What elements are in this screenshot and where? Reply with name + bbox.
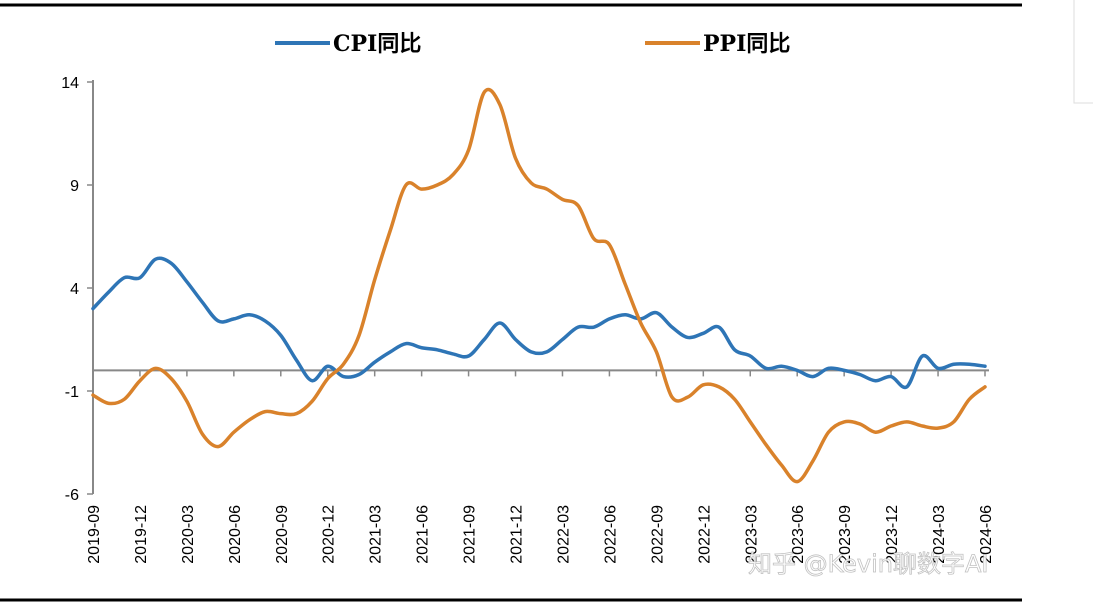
y-tick-label: 4 [70, 281, 79, 298]
legend-label-ppi: PPI同比 [703, 31, 790, 57]
x-tick-label: 2020-09 [274, 505, 291, 564]
legend-label-cpi: CPI同比 [333, 31, 421, 57]
series-lines [91, 87, 987, 484]
x-tick-label: 2023-09 [837, 505, 854, 564]
series-line-ppi [91, 87, 987, 484]
x-tick-label: 2019-12 [133, 505, 150, 564]
x-tick-label: 2021-03 [368, 505, 385, 564]
x-tick-label: 2020-12 [321, 505, 338, 564]
x-tick-label: 2022-06 [602, 505, 619, 564]
y-tick-label: 14 [61, 75, 79, 92]
x-tick-label: 2021-09 [462, 505, 479, 564]
y-tick-label: 9 [70, 178, 79, 195]
x-tick-label: 2019-09 [86, 505, 103, 564]
legend: CPI同比 PPI同比 [275, 31, 790, 57]
x-tick-label: 2022-09 [649, 505, 666, 564]
y-tick-label: -6 [65, 487, 79, 504]
x-tick-label: 2024-03 [931, 505, 948, 564]
watermark: 知乎 @Kevin聊数字AI [748, 550, 989, 578]
x-tick-label: 2022-12 [696, 505, 713, 564]
corner-frame [1073, 0, 1093, 104]
x-tick-label: 2021-06 [415, 505, 432, 564]
axes: 14 9 4 -1 -6 2019-09 2019-12 2020-03 2020-06 2020… [61, 75, 995, 564]
x-tick-label: 2020-06 [227, 505, 244, 564]
x-tick-label: 2024-06 [978, 505, 995, 564]
x-tick-label: 2021-12 [509, 505, 526, 564]
x-tick-label: 2023-06 [790, 505, 807, 564]
y-tick-label: -1 [65, 384, 79, 401]
x-tick-label: 2023-03 [743, 505, 760, 564]
series-line-cpi [91, 256, 987, 390]
x-tick-label: 2023-12 [884, 505, 901, 564]
x-tick-label: 2020-03 [180, 505, 197, 564]
x-tick-label: 2022-03 [555, 505, 572, 564]
